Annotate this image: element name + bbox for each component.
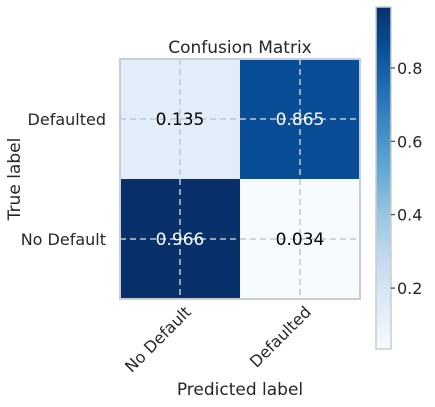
chart-title: Confusion Matrix <box>168 38 312 58</box>
gridlines <box>120 59 360 299</box>
colorbar-ticks: 0.2 0.4 0.6 0.8 <box>391 59 422 298</box>
x-tick-labels: No Default Defaulted <box>121 302 315 376</box>
x-axis-label: Predicted label <box>177 380 303 400</box>
colorbar-tick-label: 0.8 <box>397 59 422 78</box>
x-tick-label: Defaulted <box>246 302 315 371</box>
cell-value-label: 0.135 <box>156 110 205 130</box>
plot-frame <box>119 58 361 300</box>
cell-value-label: 0.865 <box>276 110 325 130</box>
colorbar-tick-label: 0.6 <box>397 132 422 151</box>
y-axis-label: True label <box>5 138 25 222</box>
y-tick-labels: Defaulted No Default <box>21 110 106 249</box>
cell-value-labels: 0.135 0.865 0.966 0.034 <box>156 110 325 250</box>
y-tick-label: Defaulted <box>28 110 106 129</box>
y-tick-label: No Default <box>21 230 106 249</box>
cell-value-label: 0.034 <box>276 230 325 250</box>
colorbar-tick-label: 0.2 <box>397 279 422 298</box>
colorbar-tick-label: 0.4 <box>397 206 422 225</box>
cell-value-label: 0.966 <box>156 230 205 250</box>
colorbar <box>375 6 392 350</box>
x-tick-label: No Default <box>121 302 195 376</box>
heatmap-cells <box>120 59 360 299</box>
